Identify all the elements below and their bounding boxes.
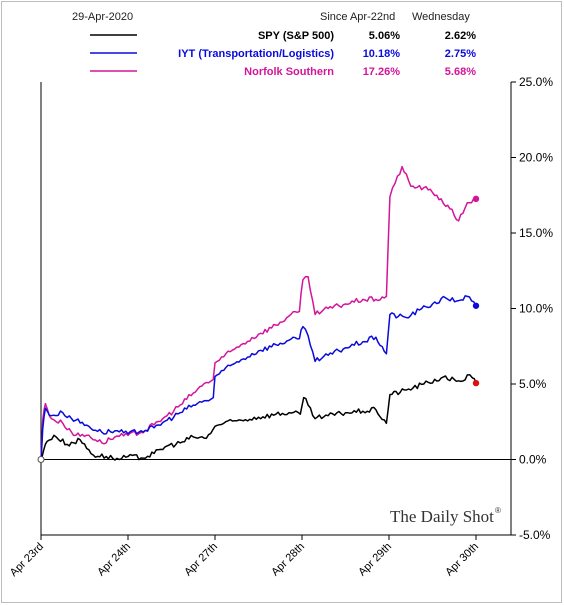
series-line-nsc	[40, 165, 477, 460]
header-since-label: Since Apr-22nd	[320, 11, 395, 23]
legend-day-spy: 2.62%	[445, 30, 476, 42]
plot-area: 25.0% 20.0% 15.0% 10.0% 5.0% 0.0% -5.0% Apr 23…	[8, 75, 554, 579]
y-ticks: 25.0% 20.0% 15.0% 10.0% 5.0% 0.0% -5.0%	[511, 75, 553, 542]
legend-day-nsc: 5.68%	[445, 66, 476, 78]
legend-name-nsc: Norfolk Southern	[244, 66, 334, 78]
x-tick-label: Apr 29th	[356, 541, 394, 579]
header-date: 29-Apr-2020	[72, 11, 133, 23]
legend-since-spy: 5.06%	[369, 30, 400, 42]
series-lines	[40, 165, 477, 461]
y-tick-label: 10.0%	[519, 302, 553, 316]
series-line-iyt	[40, 295, 477, 460]
legend-since-nsc: 17.26%	[363, 66, 401, 78]
brand-text: The Daily Shot	[390, 507, 494, 526]
brand-mark: ®	[495, 506, 501, 515]
legend-name-iyt: IYT (Transportation/Logistics)	[178, 48, 334, 60]
end-marker-iyt	[472, 302, 480, 309]
end-marker-spy	[472, 379, 480, 387]
y-tick-label: 25.0%	[519, 75, 553, 89]
legend-day-iyt: 2.75%	[445, 48, 476, 60]
y-tick-label: -5.0%	[519, 528, 551, 542]
x-tick-label: Apr 24th	[95, 541, 133, 579]
header-day-label: Wednesday	[412, 11, 470, 23]
end-markers	[472, 195, 480, 387]
origin-marker	[37, 456, 45, 463]
y-tick-label: 15.0%	[519, 226, 553, 240]
y-tick-label: 20.0%	[519, 151, 553, 165]
legend-since-iyt: 10.18%	[363, 48, 401, 60]
y-tick-label: 5.0%	[519, 377, 547, 391]
x-ticks: Apr 23rd Apr 24th Apr 27th Apr 28th Apr 29th…	[8, 535, 481, 579]
end-marker-nsc	[472, 195, 480, 203]
x-tick-label: Apr 27th	[182, 541, 220, 579]
x-tick-label: Apr 30th	[443, 541, 481, 579]
legend-name-spy: SPY (S&P 500)	[258, 30, 334, 42]
x-tick-label: Apr 28th	[269, 541, 307, 579]
x-tick-label: Apr 23rd	[8, 541, 46, 579]
legend: SPY (S&P 500) 5.06% 2.62% IYT (Transportati…	[90, 30, 476, 78]
series-line-spy	[40, 374, 477, 461]
y-tick-label: 0.0%	[519, 453, 547, 467]
